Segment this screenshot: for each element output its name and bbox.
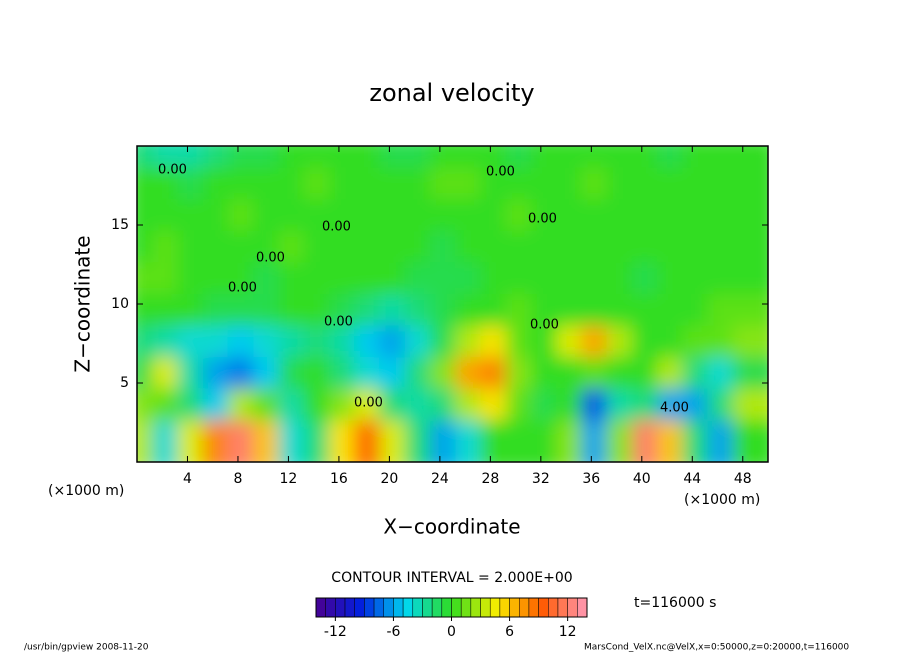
colorbar-tick-label: -12 [324,624,347,640]
y-axis-label: Z−coordinate [71,235,95,372]
colorbar-tick-label: 12 [559,624,577,640]
y-tick-label: 5 [120,375,129,391]
contour-label: 0.00 [324,315,353,330]
x-tick-label: 24 [431,471,449,487]
colorbar-cell [470,597,481,618]
colorbar-cell [373,597,385,618]
x-tick-label: 20 [380,471,398,487]
colorbar-cell [509,597,520,618]
colorbar-tick-label: 6 [505,624,514,640]
x-tick-label: 40 [633,471,651,487]
x-axis-label: X−coordinate [383,515,520,539]
colorbar-cell [354,597,365,618]
colorbar-tick-label: -6 [386,624,400,640]
x-unit: (×1000 m) [684,492,760,508]
y-tick-label: 15 [111,217,129,233]
colorbar-cell [460,597,472,618]
contour-label: 0.00 [256,251,285,266]
colorbar-cell [519,597,530,618]
contour-label: 0.00 [158,163,187,178]
colorbar-cell [480,597,491,618]
colorbar-cell [335,597,346,618]
contour-label: 4.00 [660,401,689,416]
field-cell [732,420,768,462]
x-tick-label: 12 [280,471,298,487]
colorbar-cell [383,597,394,618]
colorbar-cell [441,597,452,618]
contour-label: 0.00 [528,212,557,227]
chart-title: zonal velocity [369,79,534,107]
x-tick-label: 8 [233,471,242,487]
colorbar-cell [431,597,443,618]
colorbar-cell [315,597,326,618]
colorbar-cell [499,597,510,618]
x-tick-label: 44 [683,471,701,487]
colorbar-cell [402,597,414,618]
time-label: t=116000 s [634,595,716,611]
colorbar-cell [393,597,404,618]
x-tick-label: 36 [582,471,600,487]
heatmap [137,146,768,462]
footer-right: MarsCond_VelX.nc@VelX,x=0:50000,z=0:2000… [584,643,849,653]
x-tick-label: 32 [532,471,550,487]
colorbar-cell [528,597,539,618]
contour-label: 0.00 [228,281,257,296]
footer-left: /usr/bin/gpview 2008-11-20 [24,643,149,653]
x-tick-label: 16 [330,471,348,487]
colorbar-cell [489,597,501,618]
colorbar-tick-label: 0 [447,624,456,640]
x-unit: (×1000 m) [48,483,124,499]
colorbar-cell [325,597,336,618]
y-tick-label: 10 [111,296,129,312]
colorbar-cell [412,597,423,618]
colorbar-cell [577,597,588,618]
x-tick-label: 48 [734,471,752,487]
colorbar-cell [567,597,578,618]
colorbar-cell [548,597,559,618]
colorbar-cell [422,597,433,618]
colorbar-cell [364,597,375,618]
contour-label: 0.00 [354,396,383,411]
contour-label: 0.00 [486,165,515,180]
x-tick-label: 28 [481,471,499,487]
contour-label: 0.00 [530,318,559,333]
contour-interval: CONTOUR INTERVAL = 2.000E+00 [331,570,572,586]
colorbar-cell [538,597,549,618]
x-tick-label: 4 [183,471,192,487]
colorbar-cell [451,597,462,618]
colorbar-cell [557,597,568,618]
colorbar-cell [344,597,355,618]
contour-label: 0.00 [322,220,351,235]
